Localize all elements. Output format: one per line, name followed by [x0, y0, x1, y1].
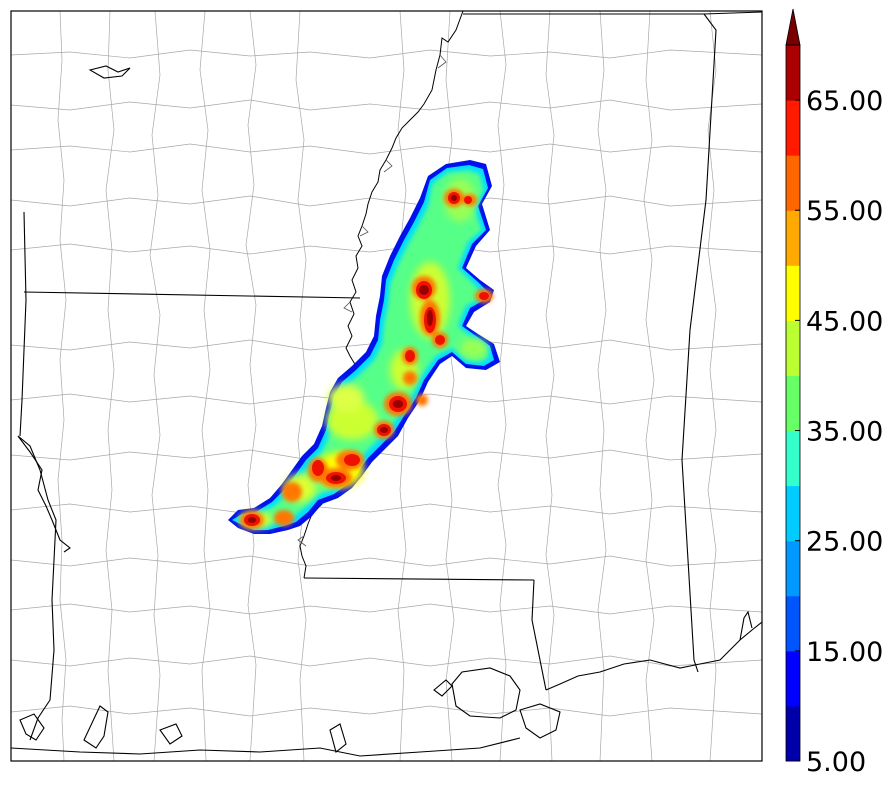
colorbar-tick-label: 65.00 — [806, 86, 883, 117]
colorbar-tick-label: 25.00 — [806, 527, 883, 558]
county-borders — [11, 11, 762, 761]
colorbar-tick-label: 55.00 — [806, 196, 883, 227]
storm-cells — [240, 189, 493, 529]
colorbar-outline — [785, 44, 801, 762]
colorbar-segment — [786, 375, 800, 432]
reflectivity-field — [228, 160, 500, 534]
colorbar-segment — [786, 595, 800, 652]
state-borders — [11, 11, 762, 757]
colorbar-segment — [786, 320, 800, 376]
colorbar-segment — [786, 45, 800, 101]
colorbar-segment — [786, 155, 800, 211]
colorbar-segment — [786, 210, 800, 266]
colorbar-tick-label: 5.00 — [806, 747, 866, 778]
map-frame — [10, 10, 763, 762]
colorbar-segment — [786, 540, 800, 597]
colorbar-segment — [786, 100, 800, 156]
colorbar-tick-label: 35.00 — [806, 417, 883, 448]
colorbar-segment — [786, 265, 800, 321]
colorbar-segment — [786, 485, 800, 542]
colorbar-tick-label: 15.00 — [806, 637, 883, 668]
colorbar-segment — [786, 650, 800, 707]
colorbar-segment — [786, 705, 800, 762]
colorbar-extend-arrow — [785, 8, 801, 46]
colorbar-tick-label: 45.00 — [806, 306, 883, 337]
colorbar: 5.00 15.00 25.00 35.00 45.00 55.00 65.00 — [785, 8, 883, 778]
colorbar-segment — [786, 430, 800, 487]
